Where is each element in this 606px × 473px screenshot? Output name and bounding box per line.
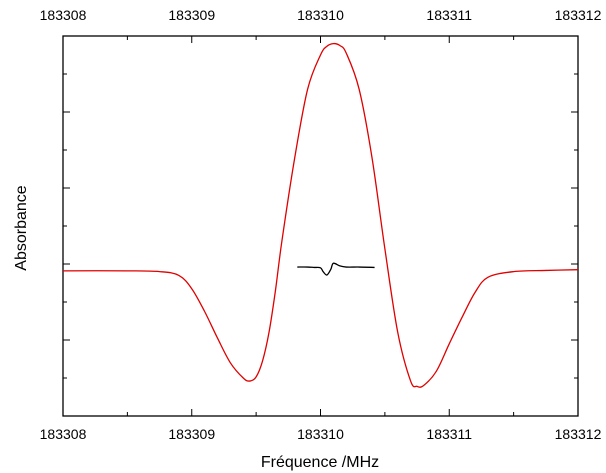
x-tick-label-bottom: 183310 [297,426,344,442]
x-tick-label-bottom: 183311 [426,426,472,442]
x-tick-label-top: 183309 [168,7,215,23]
top-tick-labels: 183308 183309 183310 183311 183312 [40,7,602,23]
plot-frame [62,35,579,417]
x-tick-label-top: 183311 [426,7,472,23]
series-line-2 [297,262,375,276]
series-layer [62,42,579,388]
x-tick-label-top: 183308 [40,7,87,23]
x-tick-label-top: 183312 [555,7,602,23]
tick-marks [62,35,579,417]
series-line-1 [62,42,579,388]
x-tick-label-top: 183310 [297,7,344,23]
y-axis-title: Absorbance [13,185,30,270]
x-axis-title: Fréquence /MHz [261,454,379,471]
x-tick-label-bottom: 183308 [40,426,87,442]
bottom-tick-labels: 183308 183309 183310 183311 183312 [40,426,602,442]
x-tick-label-bottom: 183312 [555,426,602,442]
x-tick-label-bottom: 183309 [168,426,215,442]
